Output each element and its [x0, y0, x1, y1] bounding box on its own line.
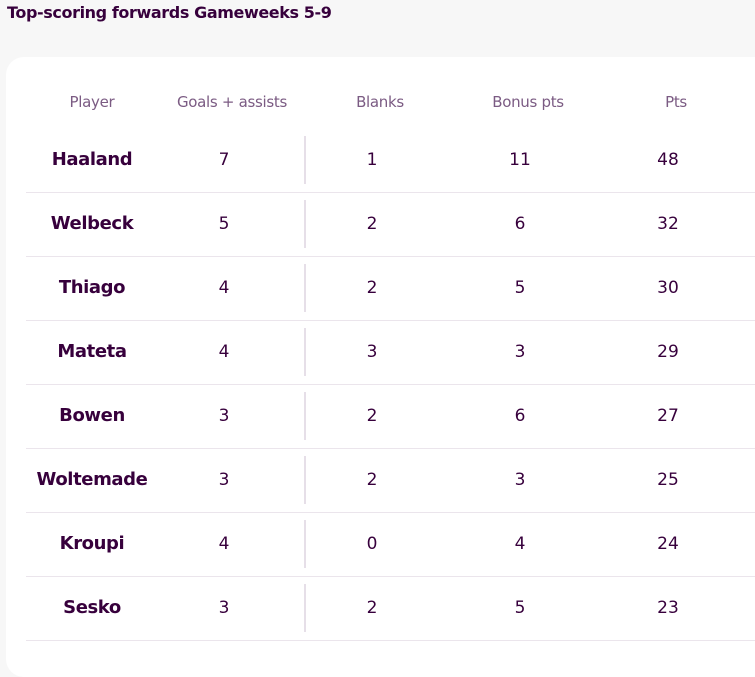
column-divider	[304, 392, 306, 440]
goals-assists-value: 5	[218, 214, 230, 234]
column-divider	[304, 200, 306, 248]
player-name: Welbeck	[50, 213, 134, 234]
table-row: Mateta 4 3 3 29	[26, 320, 755, 385]
player-name: Thiago	[58, 277, 126, 298]
blanks-value: 2	[366, 598, 378, 618]
bonus-value: 4	[514, 534, 526, 554]
column-divider	[304, 264, 306, 312]
bonus-value: 11	[509, 150, 531, 170]
blanks-value: 2	[366, 406, 378, 426]
blanks-value: 2	[366, 278, 378, 298]
blanks-value: 0	[366, 534, 378, 554]
pts-value: 27	[657, 406, 679, 426]
pts-value: 32	[657, 214, 679, 234]
player-name: Woltemade	[36, 469, 148, 490]
pts-value: 25	[657, 470, 679, 490]
bonus-value: 6	[514, 214, 526, 234]
pts-value: 23	[657, 598, 679, 618]
goals-assists-value: 3	[218, 406, 230, 426]
bonus-value: 6	[514, 406, 526, 426]
goals-assists-value: 7	[218, 150, 230, 170]
column-divider	[304, 136, 306, 184]
bonus-value: 3	[514, 342, 526, 362]
column-header-pts: Pts	[665, 93, 687, 111]
goals-assists-value: 3	[218, 470, 230, 490]
player-name: Kroupi	[59, 533, 125, 554]
stats-table-card	[6, 57, 755, 677]
blanks-value: 2	[366, 214, 378, 234]
player-name: Bowen	[59, 405, 125, 426]
goals-assists-value: 3	[218, 598, 230, 618]
blanks-value: 1	[366, 150, 378, 170]
blanks-value: 3	[366, 342, 378, 362]
pts-value: 24	[657, 534, 679, 554]
column-header-player: Player	[69, 93, 115, 111]
bonus-value: 5	[514, 278, 526, 298]
bonus-value: 3	[514, 470, 526, 490]
player-name: Mateta	[57, 341, 127, 362]
player-name: Haaland	[51, 149, 133, 170]
table-row: Haaland 7 1 11 48	[26, 128, 755, 193]
column-header-goals-assists: Goals + assists	[176, 93, 288, 111]
table-row: Thiago 4 2 5 30	[26, 256, 755, 321]
goals-assists-value: 4	[218, 342, 230, 362]
player-name: Sesko	[63, 597, 121, 618]
column-divider	[304, 456, 306, 504]
table-row: Bowen 3 2 6 27	[26, 384, 755, 449]
goals-assists-value: 4	[218, 278, 230, 298]
column-divider	[304, 328, 306, 376]
page-title: Top-scoring forwards Gameweeks 5-9	[7, 3, 332, 22]
table-row: Welbeck 5 2 6 32	[26, 192, 755, 257]
goals-assists-value: 4	[218, 534, 230, 554]
pts-value: 48	[657, 150, 679, 170]
column-header-blanks: Blanks	[356, 93, 404, 111]
pts-value: 29	[657, 342, 679, 362]
table-row: Kroupi 4 0 4 24	[26, 512, 755, 577]
bonus-value: 5	[514, 598, 526, 618]
pts-value: 30	[657, 278, 679, 298]
column-divider	[304, 520, 306, 568]
column-divider	[304, 584, 306, 632]
table-row: Sesko 3 2 5 23	[26, 576, 755, 641]
table-row: Woltemade 3 2 3 25	[26, 448, 755, 513]
column-header-bonus: Bonus pts	[492, 93, 564, 111]
blanks-value: 2	[366, 470, 378, 490]
